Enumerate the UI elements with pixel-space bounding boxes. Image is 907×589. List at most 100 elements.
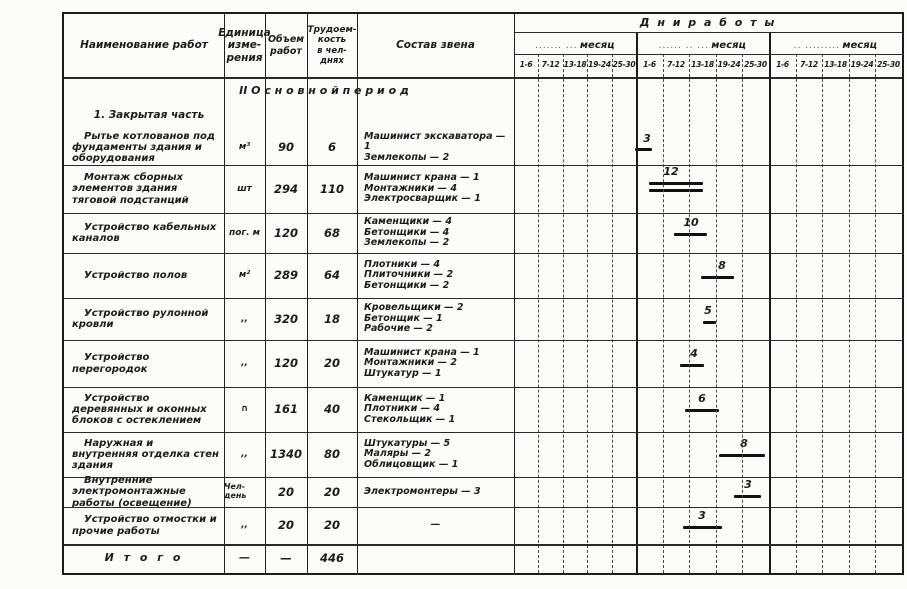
row-separator-line bbox=[64, 432, 902, 433]
row-separator-line bbox=[64, 298, 902, 299]
crew-line: Бетонщики — 4 bbox=[364, 226, 450, 238]
month-boundary-line bbox=[769, 32, 771, 573]
day-column-dashed-line bbox=[742, 54, 743, 573]
unit-cell: пог. м bbox=[228, 227, 260, 238]
work-name: Наружная и внутренняя отделка стен здани… bbox=[72, 437, 219, 472]
crew-line: Маляры — 2 bbox=[364, 448, 432, 460]
work-name: Устройство полов bbox=[84, 269, 188, 281]
crew-line: Монтажники — 4 bbox=[364, 182, 457, 194]
volume-cell: 294 bbox=[273, 181, 298, 196]
column-separator-line bbox=[514, 14, 515, 573]
gantt-bar-duration: 5 bbox=[704, 304, 712, 317]
day-column-dashed-line bbox=[716, 54, 717, 573]
row-separator-line bbox=[64, 477, 902, 478]
total-unit: — bbox=[239, 551, 250, 565]
crew-line: Электросварщик — 1 bbox=[364, 193, 481, 205]
volume-cell: 120 bbox=[273, 356, 298, 371]
unit-cell: Чел-день bbox=[224, 482, 247, 500]
gantt-bar-duration: 3 bbox=[643, 132, 651, 145]
work-name: Устройство кабельных каналов bbox=[72, 221, 217, 244]
labor-cell: 20 bbox=[323, 484, 340, 499]
gantt-bar bbox=[649, 189, 703, 192]
volume-cell: 289 bbox=[273, 268, 298, 283]
volume-cell: 161 bbox=[273, 402, 298, 417]
month-label: месяц bbox=[842, 39, 878, 51]
labor-cell: 68 bbox=[323, 225, 340, 240]
day-column-dashed-line bbox=[849, 54, 850, 573]
column-separator-line bbox=[224, 14, 225, 573]
crew-cell: Электромонтеры — 3 bbox=[357, 477, 514, 507]
crew-line: Землекопы — 2 bbox=[364, 151, 450, 163]
day-range: 19-24 bbox=[588, 60, 611, 70]
work-name: Устройство отмостки и прочие работы bbox=[72, 514, 217, 537]
day-column-dashed-line bbox=[822, 54, 823, 573]
row-separator-line bbox=[64, 507, 902, 508]
gantt-bar bbox=[635, 148, 652, 151]
crew-line: Плиточники — 2 bbox=[364, 269, 454, 281]
day-range: 25-30 bbox=[877, 60, 900, 70]
unit-cell: ,, bbox=[241, 449, 248, 460]
header-labor: Трудоем- кость в чел-днях bbox=[307, 24, 357, 67]
month-header-3: .. ......... месяц bbox=[769, 32, 902, 54]
total-separator-line bbox=[64, 544, 902, 546]
crew-cell: Штукатуры — 5 Маляры — 2 Облицовщик — 1 bbox=[357, 432, 514, 477]
labor-cell: 20 bbox=[323, 356, 340, 371]
day-column-dashed-line bbox=[796, 54, 797, 573]
crew-line: Штукатур — 1 bbox=[364, 367, 442, 379]
labor-cell: 40 bbox=[323, 402, 340, 417]
row-separator-line bbox=[64, 253, 902, 254]
gantt-days-title: Д н и р а б о т ы bbox=[639, 15, 777, 29]
crew-line: Землекопы — 2 bbox=[364, 237, 450, 249]
crew-line: Стекольщик — 1 bbox=[364, 413, 456, 425]
unit-cell: ,, bbox=[241, 520, 248, 531]
unit-cell: ∩ bbox=[240, 404, 249, 415]
work-schedule-table: Наименование работ Единица изме- рения О… bbox=[62, 12, 904, 575]
crew-line: Бетонщик — 1 bbox=[364, 312, 443, 324]
crew-line: Машинист крана — 1 bbox=[364, 346, 480, 358]
unit-cell: ,, bbox=[241, 313, 248, 324]
month-label: месяц bbox=[711, 39, 746, 51]
total-label: И т о г о bbox=[104, 551, 184, 565]
day-range: 25-30 bbox=[744, 60, 767, 70]
crew-line: Машинист экскаватора — 1 bbox=[364, 130, 506, 153]
crew-cell: Каменщики — 4 Бетонщики — 4 Землекопы — … bbox=[357, 213, 514, 253]
day-range: 19-24 bbox=[717, 60, 741, 70]
day-range: 1-6 bbox=[519, 60, 533, 70]
crew-cell: — bbox=[357, 507, 514, 544]
gantt-bar-duration: 3 bbox=[698, 509, 706, 522]
day-range: 13-18 bbox=[563, 60, 587, 70]
volume-cell: 120 bbox=[273, 225, 298, 240]
work-name: Устройство деревянных и оконных блоков с… bbox=[72, 392, 207, 427]
gantt-bar bbox=[703, 321, 716, 324]
month-label: месяц bbox=[579, 39, 615, 51]
gantt-bar bbox=[734, 495, 761, 498]
volume-cell: 20 bbox=[277, 518, 294, 533]
crew-line: — bbox=[430, 519, 441, 531]
section-heading: 1. Закрытая часть bbox=[74, 106, 224, 124]
labor-cell: 6 bbox=[327, 140, 336, 155]
gantt-header-line bbox=[514, 54, 902, 55]
labor-cell: 80 bbox=[323, 447, 340, 462]
month-leader-dots: .. ......... bbox=[793, 40, 841, 51]
labor-cell: 20 bbox=[323, 518, 340, 533]
gantt-bar bbox=[649, 182, 703, 185]
gantt-bar-duration: 8 bbox=[718, 259, 726, 272]
gantt-bar-duration: 6 bbox=[698, 392, 706, 405]
day-column-dashed-line bbox=[663, 54, 664, 573]
column-separator-line bbox=[265, 14, 266, 573]
row-separator-line bbox=[64, 165, 902, 166]
day-column-dashed-line bbox=[689, 54, 690, 573]
work-name: Устройство рулонной кровли bbox=[72, 307, 209, 330]
crew-line: Облицовщик — 1 bbox=[364, 458, 459, 470]
day-range: 13-18 bbox=[824, 60, 847, 70]
day-range: 7-12 bbox=[541, 60, 560, 70]
gantt-bar bbox=[680, 364, 704, 367]
day-column-dashed-line bbox=[875, 54, 876, 573]
unit-cell: м³ bbox=[238, 142, 251, 153]
day-range: 7-12 bbox=[800, 60, 818, 70]
month-leader-dots: ....... ... bbox=[535, 40, 578, 51]
unit-cell: шт bbox=[237, 183, 252, 194]
day-range: 25-30 bbox=[612, 60, 636, 70]
gantt-bar-duration: 3 bbox=[744, 478, 752, 491]
